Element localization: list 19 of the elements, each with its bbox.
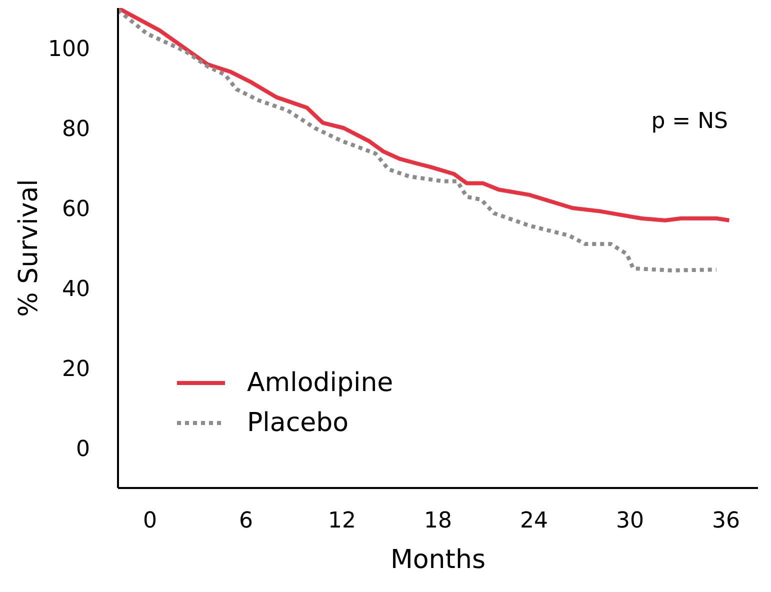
x-axis-title: Months xyxy=(390,545,486,575)
legend-label: Amlodipine xyxy=(247,368,394,398)
annotation: p = NS xyxy=(651,109,728,134)
x-tick-label: 0 xyxy=(143,508,157,534)
x-tick-label: 18 xyxy=(424,508,452,534)
x-tick-label: 24 xyxy=(520,508,548,534)
x-tick-label: 12 xyxy=(328,508,356,534)
y-tick-label: 0 xyxy=(76,436,90,462)
y-axis-title: % Survival xyxy=(14,179,44,317)
y-tick-label: 20 xyxy=(62,356,90,382)
y-tick-label: 100 xyxy=(48,36,90,62)
x-tick-label: 36 xyxy=(712,508,740,534)
y-tick-label: 80 xyxy=(62,116,90,142)
legend-label: Placebo xyxy=(247,408,349,438)
x-tick-label: 30 xyxy=(616,508,644,534)
y-tick-label: 40 xyxy=(62,276,90,302)
line-series xyxy=(118,8,732,222)
y-tick-label: 60 xyxy=(62,196,90,222)
x-tick-label: 6 xyxy=(239,508,253,534)
